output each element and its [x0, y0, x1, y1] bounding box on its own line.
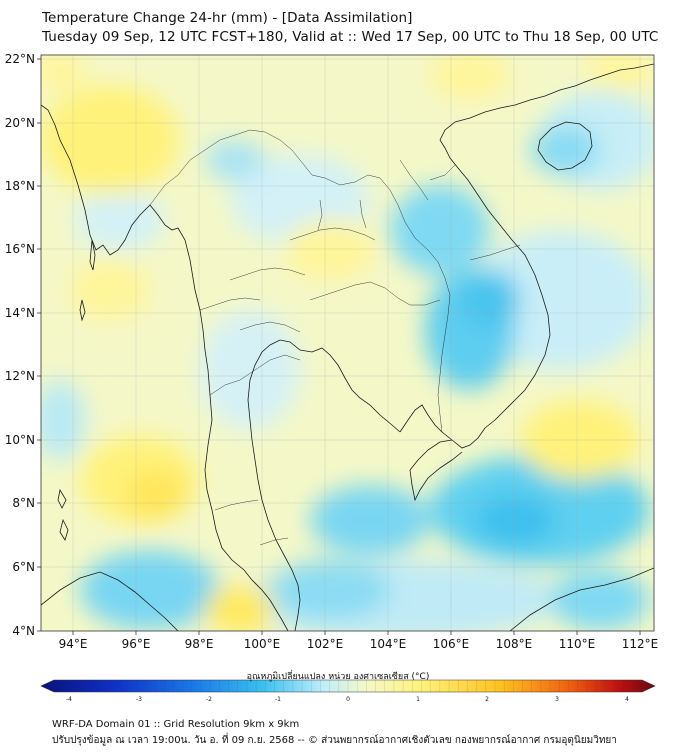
lat-label: 6°N: [12, 560, 35, 574]
lat-label: 4°N: [12, 624, 35, 638]
lon-label: 102°E: [307, 637, 344, 651]
map-frame: [40, 54, 655, 632]
colorbar-title: อุณหภูมิเปลี่ยนแปลง หน่วย องศาเซลเซียส (…: [246, 672, 430, 682]
map-title: Temperature Change 24-hr (mm) - [Data As…: [42, 10, 413, 26]
lon-label: 104°E: [370, 637, 407, 651]
axis-ticks: [37, 58, 641, 635]
lon-label: 112°E: [622, 637, 659, 651]
footer-model-info: WRF-DA Domain 01 :: Grid Resolution 9km …: [52, 719, 300, 730]
map-subtitle: Tuesday 09 Sep, 12 UTC FCST+180, Valid a…: [42, 29, 659, 45]
graticule: [41, 55, 654, 631]
colorbar-tick: -3: [136, 696, 142, 703]
lat-label: 12°N: [5, 369, 35, 383]
colorbar-tick: 4: [625, 696, 629, 703]
lat-label: 8°N: [12, 496, 35, 510]
lat-label: 22°N: [5, 52, 35, 66]
colorbar-tick: 0: [346, 696, 350, 703]
lon-label: 98°E: [185, 637, 214, 651]
lon-label: 100°E: [244, 637, 281, 651]
lat-label: 14°N: [5, 306, 35, 320]
lat-label: 18°N: [5, 179, 35, 193]
lon-label: 94°E: [59, 637, 88, 651]
colorbar-tick: -1: [275, 696, 281, 703]
lon-label: 110°E: [559, 637, 596, 651]
lat-label: 16°N: [5, 242, 35, 256]
lat-label: 10°N: [5, 433, 35, 447]
coastlines: [41, 63, 654, 631]
colorbar-tick: 1: [416, 696, 420, 703]
lon-label: 108°E: [496, 637, 533, 651]
colorbar-bar: [40, 679, 656, 693]
colorbar-tick: -2: [206, 696, 212, 703]
colorbar-tick: 3: [555, 696, 559, 703]
lat-label: 20°N: [5, 116, 35, 130]
colorbar-tick: -4: [66, 696, 72, 703]
temperature-field: [41, 55, 654, 631]
lon-label: 96°E: [122, 637, 151, 651]
borders: [149, 129, 521, 546]
lon-label: 106°E: [433, 637, 470, 651]
colorbar: -4 -3 -2 -1 0 1 2 3 4: [40, 679, 656, 703]
footer-credit: ปรับปรุงข้อมูล ณ เวลา 19:00น. วัน อ. ที่…: [52, 735, 617, 746]
colorbar-tick: 2: [485, 696, 489, 703]
